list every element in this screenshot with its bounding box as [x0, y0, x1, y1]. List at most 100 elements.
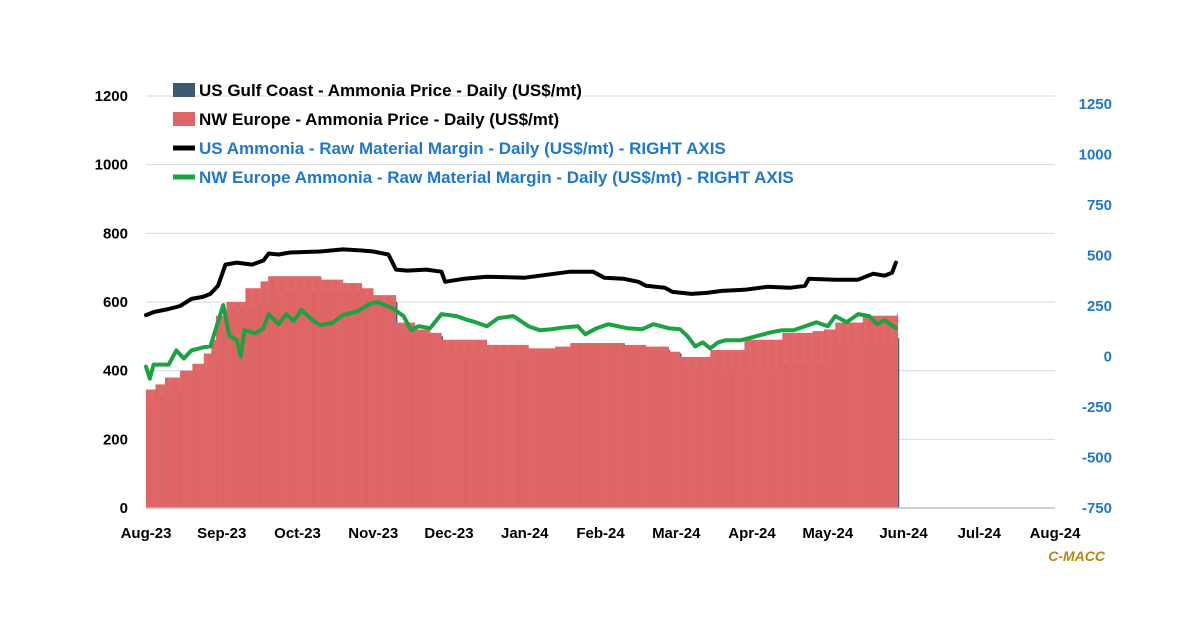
eu-price-bar: [296, 276, 298, 508]
x-axis-tick-label: Aug-23: [121, 525, 172, 542]
eu-price-bar: [387, 295, 389, 508]
eu-price-bar: [269, 276, 271, 508]
eu-price-bar: [756, 339, 758, 508]
eu-price-bar: [600, 343, 602, 508]
eu-price-bar: [347, 283, 349, 508]
eu-price-bar: [352, 283, 354, 508]
eu-price-bar: [624, 344, 626, 508]
eu-price-bar: [217, 315, 220, 508]
eu-price-bar: [357, 283, 359, 508]
eu-price-bar: [192, 363, 194, 508]
eu-price-bar: [788, 332, 791, 508]
eu-price-bar: [420, 329, 422, 508]
eu-price-bar: [614, 343, 616, 508]
eu-price-bar: [648, 346, 650, 508]
eu-price-bar: [431, 332, 433, 508]
eu-price-bar: [733, 350, 735, 508]
eu-price-bar: [589, 343, 591, 508]
eu-price-bar: [657, 346, 659, 508]
eu-price-bar: [692, 356, 694, 508]
eu-price-bar: [314, 276, 316, 508]
eu-price-bar: [850, 322, 852, 508]
eu-price-bar: [887, 315, 889, 508]
eu-price-bar: [690, 356, 692, 508]
eu-price-bar: [325, 279, 328, 508]
eu-price-bar: [581, 343, 583, 508]
eu-price-bar: [434, 332, 436, 508]
eu-price-bar: [884, 315, 886, 508]
eu-price-bar: [470, 339, 472, 508]
eu-price-bar: [274, 276, 276, 508]
eu-price-bar: [578, 343, 580, 508]
eu-price-bar: [378, 295, 381, 508]
eu-price-bar: [460, 339, 462, 508]
eu-price-bar: [432, 332, 435, 508]
eu-price-bar: [206, 353, 208, 508]
eu-price-bar: [208, 353, 210, 508]
eu-price-bar: [412, 322, 414, 508]
eu-price-bar: [502, 344, 505, 508]
eu-price-bar: [805, 332, 808, 508]
eu-price-bar: [451, 339, 454, 508]
eu-price-bar: [523, 344, 526, 508]
eu-price-bar: [535, 348, 537, 508]
eu-price-bar: [376, 295, 378, 508]
eu-price-bar: [220, 315, 223, 508]
eu-price-bar: [821, 331, 823, 508]
eu-price-bar: [225, 315, 227, 508]
eu-price-bar: [459, 339, 461, 508]
left-axis-tick-label: 1000: [95, 157, 128, 174]
eu-price-bar: [402, 322, 404, 508]
eu-price-bar: [381, 295, 383, 508]
eu-price-bar: [611, 343, 614, 508]
eu-price-bar: [273, 276, 276, 508]
eu-price-bar: [723, 350, 725, 508]
eu-price-bar: [423, 329, 425, 508]
eu-price-bar: [843, 322, 846, 508]
eu-price-bar: [259, 288, 261, 508]
eu-price-bar: [359, 283, 361, 508]
eu-price-bar: [313, 276, 315, 508]
eu-price-bar: [427, 329, 429, 508]
eu-price-bar: [784, 332, 786, 508]
eu-price-bar: [800, 332, 802, 508]
eu-price-bar: [522, 344, 525, 508]
eu-price-bar: [449, 339, 452, 508]
eu-price-bar: [449, 339, 451, 508]
eu-price-bar: [291, 276, 294, 508]
eu-price-bar: [257, 288, 259, 508]
eu-price-bar: [229, 302, 231, 508]
eu-price-bar: [640, 344, 642, 508]
eu-price-bar: [153, 389, 155, 508]
eu-price-bar: [512, 344, 514, 508]
eu-price-bar: [466, 339, 469, 508]
eu-price-bar: [616, 343, 618, 508]
eu-price-bar: [216, 315, 218, 508]
eu-price-bar: [737, 350, 739, 508]
eu-price-bar: [404, 322, 406, 508]
eu-price-bar: [649, 346, 651, 508]
eu-price-bar: [178, 377, 180, 508]
eu-price-bar: [622, 343, 624, 508]
eu-price-bar: [226, 302, 228, 508]
eu-price-bar: [556, 346, 559, 508]
x-axis-tick-label: Oct-23: [274, 525, 321, 542]
eu-price-bar: [882, 315, 884, 508]
eu-price-bar: [835, 322, 837, 508]
eu-price-bar: [388, 295, 390, 508]
eu-price-bar: [455, 339, 457, 508]
eu-price-bar: [370, 288, 372, 508]
eu-price-bar: [736, 350, 739, 508]
eu-price-bar: [350, 283, 352, 508]
eu-price-bar: [444, 339, 446, 508]
eu-price-bar: [209, 353, 211, 508]
eu-price-bar: [377, 295, 379, 508]
eu-price-bar: [254, 288, 257, 508]
eu-price-bar: [789, 332, 792, 508]
eu-price-bar: [382, 295, 384, 508]
eu-price-bar: [545, 348, 547, 508]
eu-price-bar: [669, 351, 671, 508]
eu-price-bar: [264, 281, 266, 508]
eu-price-bar: [620, 343, 622, 508]
eu-price-bar: [478, 339, 480, 508]
